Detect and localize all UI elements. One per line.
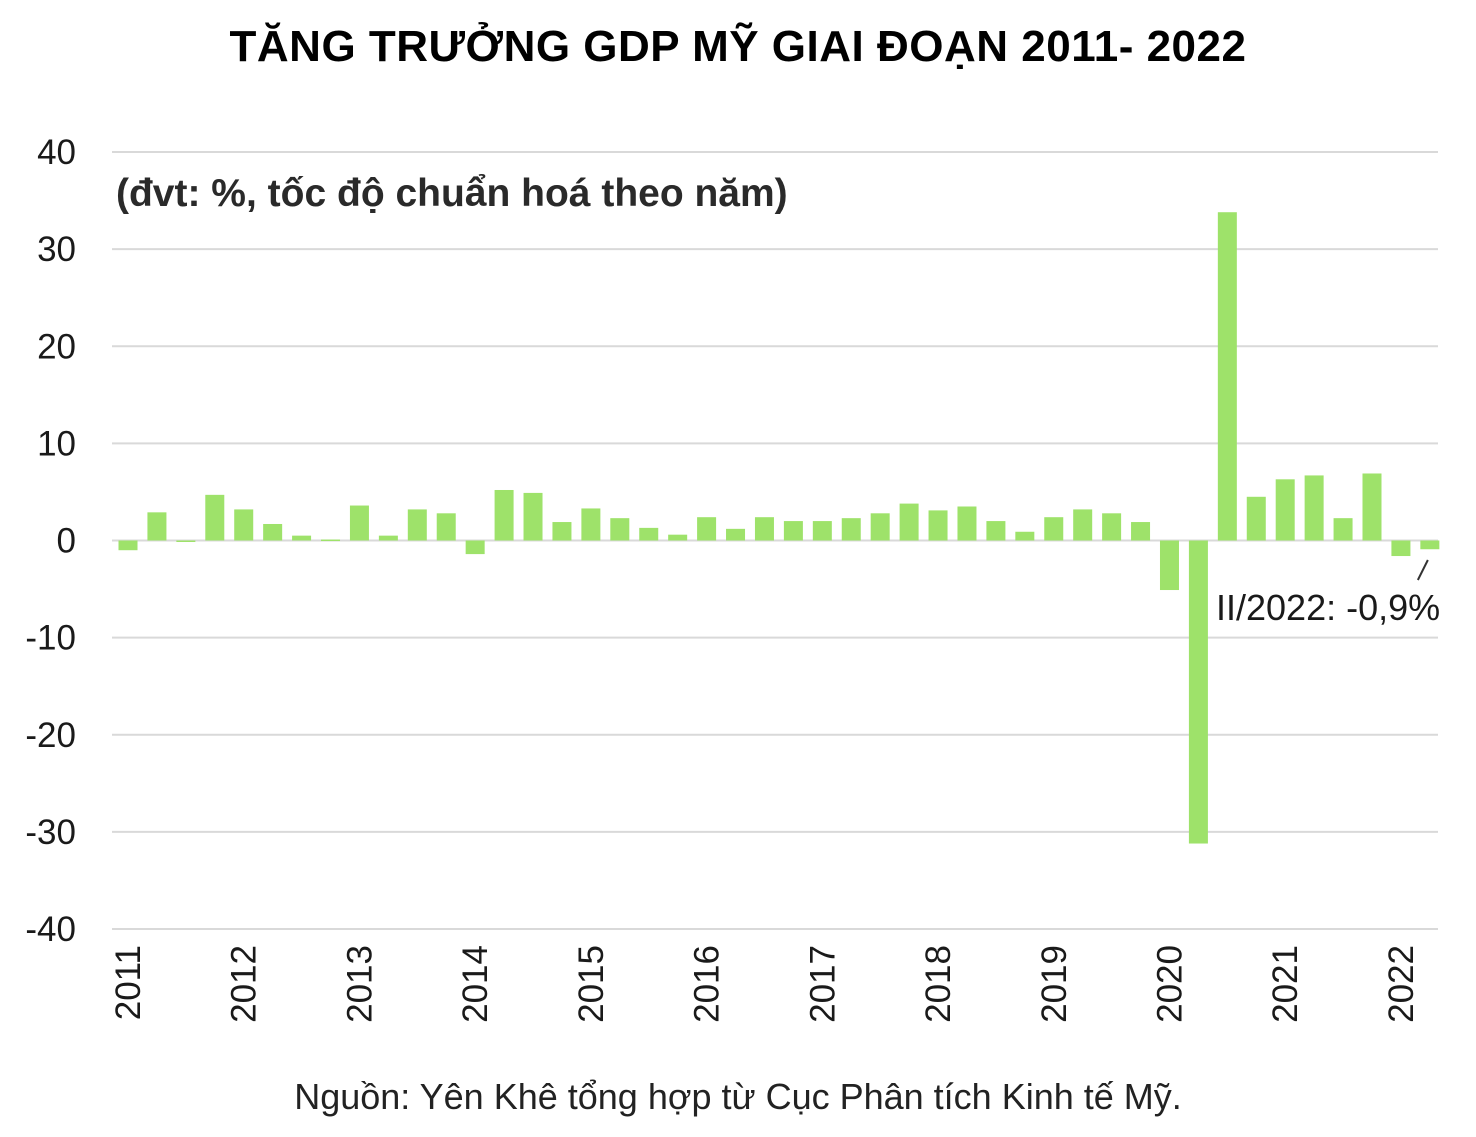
bar xyxy=(292,535,312,541)
bar xyxy=(436,513,456,541)
bar xyxy=(610,518,630,541)
bar xyxy=(1102,513,1122,541)
x-tick-label: 2019 xyxy=(1035,945,1074,1023)
bar xyxy=(957,506,977,541)
y-tick-label: 20 xyxy=(37,327,76,366)
bar xyxy=(1159,540,1179,591)
bar xyxy=(1044,517,1064,541)
y-tick-label: -20 xyxy=(25,716,76,755)
annotation-label: II/2022: -0,9% xyxy=(1216,587,1440,628)
x-tick-label: 2020 xyxy=(1150,945,1189,1023)
bar xyxy=(176,540,196,542)
bar xyxy=(668,534,688,541)
bar xyxy=(321,539,341,542)
bar xyxy=(523,492,543,541)
bar xyxy=(754,517,774,541)
bar xyxy=(118,540,138,551)
bar xyxy=(899,503,919,541)
bar xyxy=(147,512,167,541)
bar xyxy=(841,518,861,541)
bar xyxy=(726,528,746,541)
x-tick-label: 2015 xyxy=(572,945,611,1023)
bar xyxy=(1333,518,1353,541)
y-tick-label: 10 xyxy=(37,424,76,463)
bar xyxy=(1362,473,1382,541)
y-tick-label: 30 xyxy=(37,230,76,269)
x-tick-label: 2017 xyxy=(803,945,842,1023)
bar xyxy=(783,521,803,541)
y-tick-label: 40 xyxy=(37,133,76,172)
bar xyxy=(1304,475,1324,541)
bar xyxy=(494,489,514,541)
bar xyxy=(581,508,601,541)
x-tick-label: 2016 xyxy=(688,945,727,1023)
x-tick-label: 2022 xyxy=(1382,945,1421,1023)
bar xyxy=(1420,540,1440,550)
bar xyxy=(870,513,890,541)
x-tick-label: 2011 xyxy=(109,945,148,1020)
bar xyxy=(465,540,485,555)
x-tick-label: 2021 xyxy=(1266,945,1305,1023)
bar xyxy=(697,517,717,541)
bar xyxy=(552,522,572,541)
y-tick-label: 0 xyxy=(57,522,76,561)
annotation-leader-line xyxy=(1416,559,1429,581)
bar xyxy=(639,527,659,541)
bar xyxy=(205,494,225,541)
bar xyxy=(349,505,369,541)
bar xyxy=(1391,540,1411,557)
bar xyxy=(1217,212,1237,541)
bar xyxy=(1073,509,1093,541)
bar xyxy=(812,521,832,541)
bar xyxy=(1246,496,1266,541)
x-tick-label: 2018 xyxy=(919,945,958,1023)
gridlines xyxy=(112,151,1438,930)
x-tick-label: 2012 xyxy=(225,945,264,1023)
bar xyxy=(986,521,1006,541)
x-tick-label: 2014 xyxy=(456,945,495,1023)
bar xyxy=(234,509,254,541)
bar xyxy=(378,535,398,541)
y-tick-label: -30 xyxy=(25,813,76,852)
bar xyxy=(1131,522,1151,541)
x-tick-label: 2013 xyxy=(340,945,379,1023)
bar xyxy=(407,509,427,541)
x-axis-year-labels: 2011 2012 2013 2014 2015 2016 2017 2018 2019 2020… xyxy=(109,945,1421,1023)
y-tick-label: -40 xyxy=(25,910,76,949)
bar xyxy=(1188,540,1208,844)
y-axis-ticks: 40 30 20 10 0 -10 -20 -30 -40 xyxy=(25,133,76,949)
unit-note: (đvt: %, tốc độ chuẩn hoá theo năm) xyxy=(116,172,788,215)
bars xyxy=(118,212,1440,844)
bar xyxy=(263,523,283,541)
y-tick-label: -10 xyxy=(25,619,76,658)
bar xyxy=(1015,531,1035,541)
chart-title: TĂNG TRƯỞNG GDP MỸ GIAI ĐOẠN 2011- 2022 xyxy=(229,22,1247,71)
bar xyxy=(1275,479,1295,541)
source-note: Nguồn: Yên Khê tổng hợp từ Cục Phân tích… xyxy=(294,1076,1182,1117)
bar xyxy=(928,510,948,541)
